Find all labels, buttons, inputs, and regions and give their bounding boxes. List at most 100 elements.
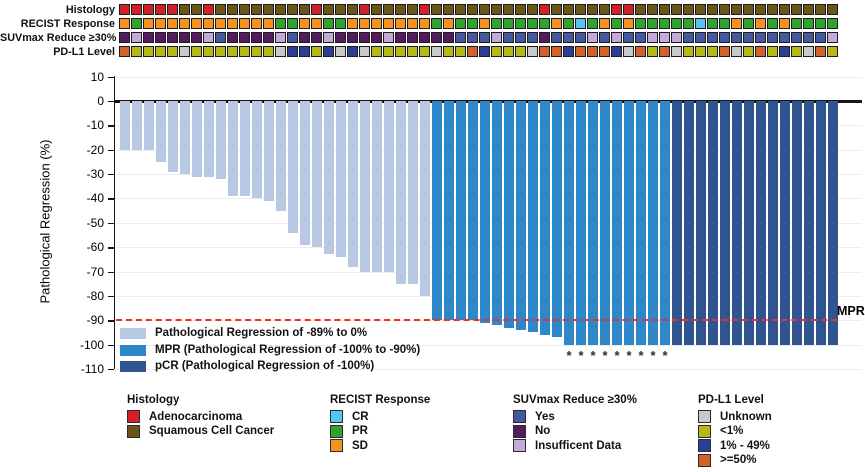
annotation-cell [275,4,286,15]
legend-item: CR [330,410,369,423]
annotation-cell [347,18,358,29]
annotation-cell [239,18,250,29]
legend-item: <1% [698,424,743,438]
annotation-cell [515,46,526,57]
annotation-cell [383,46,394,57]
annotation-cell [431,18,442,29]
annotation-cell [599,18,610,29]
legend-swatch [513,410,526,423]
annotation-cell [419,4,430,15]
bar-patient-47 [672,101,682,345]
bar-patient-25 [408,101,418,284]
y-tick-label: -30 [86,167,104,182]
annotation-cell [263,32,274,43]
annotation-cell [179,32,190,43]
annotation-cell [227,18,238,29]
legend-label: Insufficent Data [535,439,622,452]
legend-label: Yes [535,410,555,423]
annotation-cell [431,46,442,57]
asterisk-marker: * [650,348,656,363]
annotation-cell [131,46,142,57]
annotation-cell [191,4,202,15]
bar-patient-3 [144,101,154,150]
legend-item: SD [330,439,368,453]
legend-label: Squamous Cell Cancer [149,425,275,438]
annotation-cell [683,4,694,15]
annotation-cell [251,46,262,57]
annotation-cell [731,4,742,15]
asterisk-marker: * [662,348,668,363]
y-tick-mark [108,369,114,371]
bar-patient-31 [480,101,490,323]
annotation-cell [563,46,574,57]
annotation-cell [347,4,358,15]
annotation-cell [155,32,166,43]
annotation-cell [659,18,670,29]
annotation-cell [623,4,634,15]
legend-swatch [513,439,526,453]
bar-patient-40 [588,101,598,345]
bar-patient-59 [816,101,826,345]
bar-patient-57 [792,101,802,345]
annotation-cell [215,46,226,57]
mpr-line-label: MPR [837,304,865,319]
annotation-cell [395,4,406,15]
annotation-cell [743,46,754,57]
annotation-cell [131,4,142,15]
annotation-cell [467,46,478,57]
annotation-cell [275,32,286,43]
annotation-cell [179,18,190,29]
annotation-cell [491,32,502,43]
y-tick-mark [108,174,114,176]
annotation-cell [563,32,574,43]
annotation-cell [455,18,466,29]
annotation-cell [647,46,658,57]
legend-swatch [698,424,711,438]
annotation-cell [407,32,418,43]
annotation-cell [779,46,790,57]
annotation-cell [191,46,202,57]
bar-patient-49 [696,101,706,345]
track-row-1 [119,18,838,29]
annotation-cell [323,46,334,57]
legend-item: 1% - 49% [698,439,770,453]
track-label-2: SUVmax Reduce ≥30% [0,32,117,44]
bar-patient-33 [504,101,514,328]
annotation-cell [395,46,406,57]
bar-patient-7 [192,101,202,177]
annotation-cell [527,32,538,43]
annotation-cell [623,46,634,57]
annotation-cell [695,32,706,43]
annotation-cell [335,46,346,57]
annotation-cell [455,32,466,43]
legend-title-0: Histology [127,394,180,406]
track-row-2 [119,32,838,43]
bar-patient-56 [780,101,790,345]
bar-patient-16 [300,101,310,245]
annotation-cell [635,4,646,15]
annotation-cell [731,18,742,29]
legend-swatch [698,410,711,423]
y-tick-label: 10 [90,69,104,84]
annotation-cell [479,18,490,29]
annotation-cell [539,18,550,29]
asterisk-marker: * [590,348,596,363]
annotation-cell [551,18,562,29]
annotation-cell [671,4,682,15]
annotation-cell [563,4,574,15]
y-tick-mark [108,271,114,273]
annotation-cell [311,32,322,43]
bar-patient-36 [540,101,550,335]
annotation-cell [827,32,838,43]
bar-patient-52 [732,101,742,345]
track-label-1: RECIST Response [20,18,115,30]
annotation-cell [551,46,562,57]
annotation-cell [611,4,622,15]
annotation-cell [227,32,238,43]
legend-swatch [513,424,526,438]
annotation-cell [707,18,718,29]
legend-item: Squamous Cell Cancer [127,424,275,438]
annotation-cell [527,46,538,57]
legend-item: >=50% [698,453,756,467]
legend-swatch [330,410,343,423]
